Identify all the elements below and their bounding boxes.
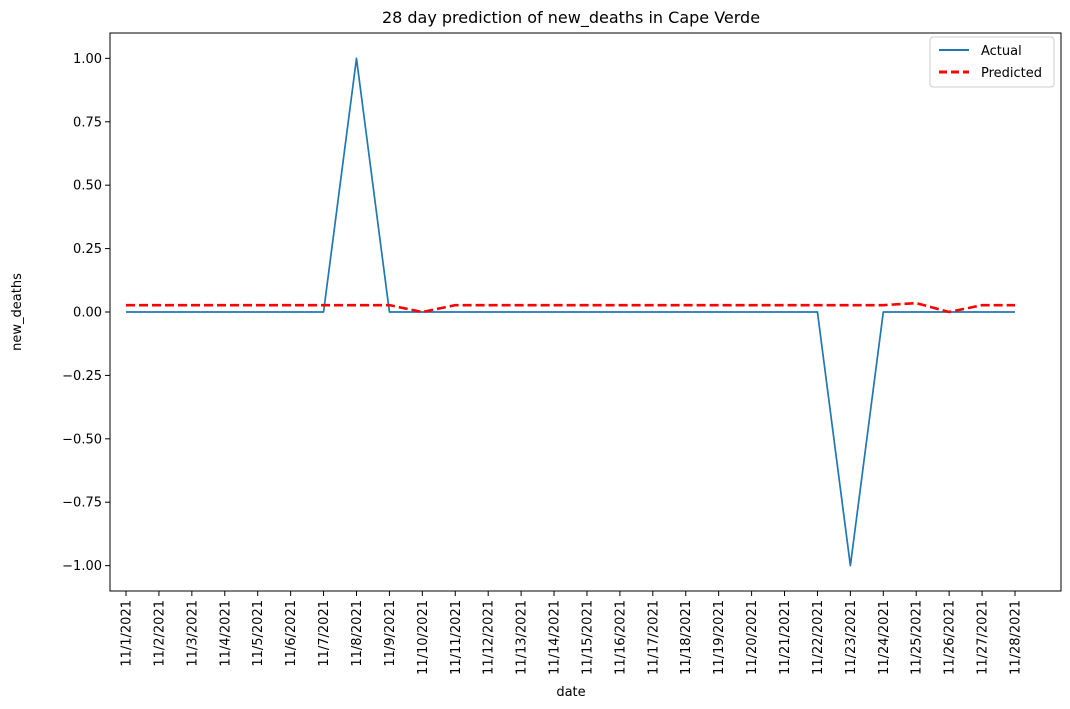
- x-tick-label: 11/9/2021: [383, 600, 398, 667]
- x-tick-label: 11/25/2021: [910, 600, 925, 675]
- y-axis-title: new_deaths: [10, 273, 25, 351]
- series-line-predicted: [126, 301, 1015, 314]
- x-tick-label: 11/19/2021: [712, 600, 727, 675]
- x-tick-label: 11/8/2021: [350, 600, 365, 667]
- x-tick-label: 11/20/2021: [745, 600, 760, 675]
- x-tick-label: 11/13/2021: [515, 600, 530, 675]
- series-line-actual: [126, 57, 1015, 567]
- legend-predicted-label: Predicted: [981, 66, 1042, 81]
- x-tick-label: 11/11/2021: [449, 600, 464, 675]
- x-tick-label: 11/23/2021: [844, 600, 859, 675]
- x-tick-label: 11/1/2021: [120, 600, 135, 667]
- legend: Actual Predicted: [929, 36, 1055, 88]
- x-tick-label: 11/4/2021: [218, 600, 233, 667]
- x-tick-label: 11/10/2021: [416, 600, 431, 675]
- x-tick-label: 11/15/2021: [580, 600, 595, 675]
- x-tick-label: 11/12/2021: [482, 600, 497, 675]
- y-tick-label: 0.75: [73, 115, 102, 130]
- x-tick-label: 11/7/2021: [317, 600, 332, 667]
- x-tick-label: 11/3/2021: [185, 600, 200, 667]
- plot-area: 1.00 0.75 0.50 0.25 0.00 −0.25 −0.50 −0.75 −1.00…: [62, 52, 1023, 675]
- y-tick-label: 0.50: [73, 179, 102, 194]
- x-tick-label: 11/22/2021: [811, 600, 826, 675]
- x-tick-label: 11/18/2021: [679, 600, 694, 675]
- y-tick-label: −1.00: [62, 559, 102, 574]
- y-tick-label: 0.25: [73, 242, 102, 257]
- x-tick-label: 11/17/2021: [646, 600, 661, 675]
- y-tick-label: −0.25: [62, 369, 102, 384]
- x-tick-label: 11/26/2021: [943, 600, 958, 675]
- y-tick-label: 1.00: [73, 52, 102, 67]
- y-tick-label: 0.00: [73, 306, 102, 321]
- x-tick-label: 11/21/2021: [778, 600, 793, 675]
- x-axis-title: date: [556, 685, 585, 700]
- chart-title: 28 day prediction of new_deaths in Cape …: [382, 8, 760, 28]
- x-tick-label: 11/14/2021: [548, 600, 563, 675]
- x-tick-label: 11/2/2021: [152, 600, 167, 667]
- x-tick-label: 11/27/2021: [976, 600, 991, 675]
- x-tick-label: 11/24/2021: [877, 600, 892, 675]
- y-tick-label: −0.50: [62, 432, 102, 447]
- x-tick-label: 11/28/2021: [1009, 600, 1024, 675]
- plot-frame: [109, 32, 1062, 592]
- y-tick-label: −0.75: [62, 496, 102, 511]
- x-tick-label: 11/16/2021: [613, 600, 628, 675]
- legend-actual-label: Actual: [981, 44, 1022, 59]
- x-tick-label: 11/6/2021: [284, 600, 299, 667]
- x-tick-label: 11/5/2021: [251, 600, 266, 667]
